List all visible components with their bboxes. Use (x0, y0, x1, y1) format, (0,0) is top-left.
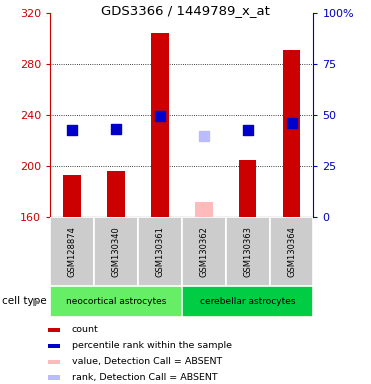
Text: ▶: ▶ (33, 296, 40, 306)
Text: GSM130364: GSM130364 (287, 226, 296, 277)
Text: GSM130340: GSM130340 (111, 226, 121, 277)
Text: percentile rank within the sample: percentile rank within the sample (72, 341, 232, 350)
Text: count: count (72, 325, 98, 334)
Text: GSM130361: GSM130361 (155, 226, 164, 277)
Bar (107, 171, 125, 217)
Bar (48, 344, 60, 348)
Text: GSM130363: GSM130363 (243, 226, 252, 277)
Text: GDS3366 / 1449789_x_at: GDS3366 / 1449789_x_at (101, 4, 270, 17)
Bar (63, 175, 81, 217)
Bar (226, 217, 270, 286)
Bar (182, 217, 226, 286)
Bar (283, 50, 301, 217)
Bar (48, 376, 60, 379)
Text: rank, Detection Call = ABSENT: rank, Detection Call = ABSENT (72, 373, 217, 382)
Bar (50, 217, 94, 286)
Bar (138, 217, 182, 286)
Point (157, 113, 163, 119)
Text: cerebellar astrocytes: cerebellar astrocytes (200, 297, 295, 306)
Bar (48, 328, 60, 332)
Point (245, 127, 251, 134)
Text: GSM130362: GSM130362 (199, 226, 208, 277)
Bar (48, 359, 60, 364)
Bar (182, 286, 313, 317)
Point (201, 132, 207, 139)
Text: GSM128874: GSM128874 (68, 226, 76, 277)
Text: neocortical astrocytes: neocortical astrocytes (66, 297, 166, 306)
Text: cell type: cell type (2, 296, 46, 306)
Bar (151, 33, 168, 217)
Point (113, 126, 119, 132)
Bar (195, 202, 213, 217)
Bar (239, 160, 256, 217)
Bar (50, 286, 182, 317)
Point (289, 120, 295, 126)
Bar (94, 217, 138, 286)
Bar (270, 217, 313, 286)
Text: value, Detection Call = ABSENT: value, Detection Call = ABSENT (72, 357, 222, 366)
Point (69, 127, 75, 134)
